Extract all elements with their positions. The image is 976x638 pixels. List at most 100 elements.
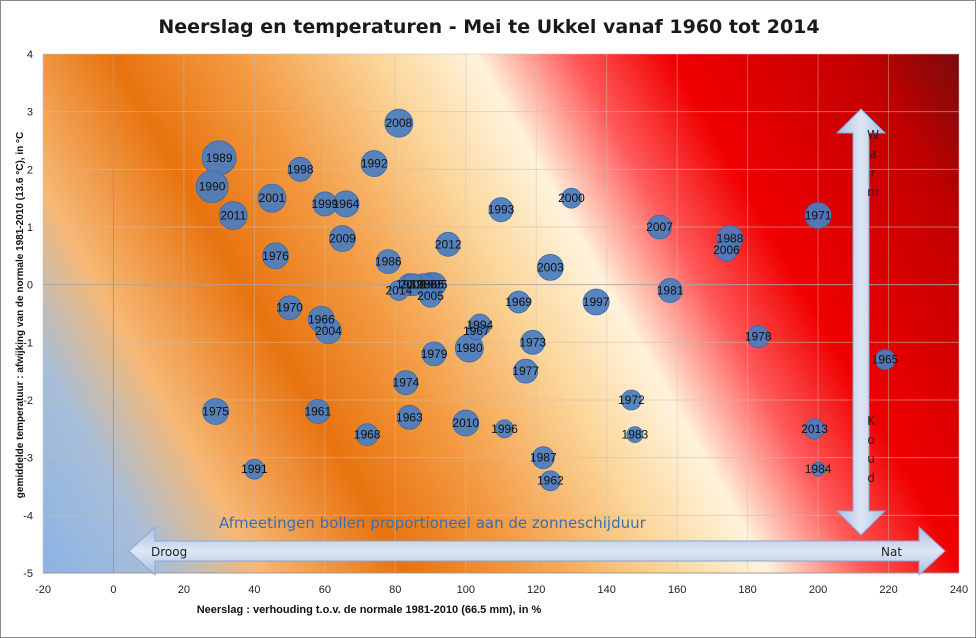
vertical-double-arrow — [835, 108, 887, 536]
bubble-2012 — [435, 231, 461, 257]
bubble-2006 — [715, 238, 738, 262]
bubble-label-1975: 1975 — [202, 405, 229, 419]
y-tick-label: 0 — [27, 280, 33, 292]
bubble-label-1966: 1966 — [308, 312, 335, 326]
x-tick-label: 60 — [319, 584, 331, 596]
x-tick-label: 120 — [527, 584, 545, 596]
bubble-label-2004: 2004 — [315, 324, 342, 338]
bubble-1978 — [746, 325, 770, 348]
x-tick-label: 40 — [248, 584, 260, 596]
x-tick-label: 0 — [110, 584, 116, 596]
bubble-2013 — [804, 418, 825, 440]
bubble-label-2000: 2000 — [558, 191, 585, 205]
bubble-label-1989: 1989 — [206, 151, 233, 165]
bubble-label-2002: 2002 — [400, 278, 427, 292]
bubble-label-1995: 1995 — [421, 278, 448, 292]
horizontal-double-arrow — [128, 525, 946, 577]
bubble-label-1993: 1993 — [488, 203, 515, 217]
bubble-2008 — [384, 108, 414, 138]
bubble-label-1967: 1967 — [463, 324, 490, 338]
y-tick-label: -3 — [23, 453, 33, 465]
bubble-1971 — [804, 202, 832, 229]
bubble-label-2009: 2009 — [329, 232, 356, 246]
bubble-1967 — [466, 321, 486, 341]
bubble-label-1985: 1985 — [417, 278, 444, 292]
bubble-1962 — [539, 470, 561, 492]
bubble-label-1996: 1996 — [491, 422, 518, 436]
y-tick-label: -4 — [23, 510, 33, 522]
y-tick-label: 4 — [27, 49, 33, 61]
x-tick-label: 240 — [950, 584, 968, 596]
bubble-label-1994: 1994 — [467, 318, 494, 332]
bubble-label-1961: 1961 — [304, 405, 331, 419]
bubble-size-note: Afmeetingen bollen proportioneel aan de … — [219, 514, 647, 532]
bubble-label-1976: 1976 — [262, 249, 289, 263]
x-tick-label: 140 — [598, 584, 616, 596]
bubble-2004 — [314, 317, 342, 345]
bubble-1973 — [520, 329, 546, 355]
bubble-2000 — [561, 187, 582, 209]
y-tick-label: -2 — [23, 395, 33, 407]
bubble-1996 — [495, 419, 514, 439]
bubble-label-1988: 1988 — [717, 232, 744, 246]
bubble-1997 — [582, 288, 610, 316]
bubble-label-1999: 1999 — [311, 197, 338, 211]
bubble-2001 — [257, 183, 287, 213]
bubble-label-1960: 1960 — [410, 278, 437, 292]
bubble-label-1962: 1962 — [537, 474, 564, 488]
x-tick-label: 200 — [809, 584, 827, 596]
bubble-1999 — [312, 191, 338, 217]
bubble-1976 — [262, 242, 289, 270]
bubble-1993 — [488, 197, 514, 223]
bubble-2005 — [419, 284, 442, 308]
bubble-label-2003: 2003 — [537, 260, 564, 274]
bubble-label-1978: 1978 — [745, 330, 772, 344]
axes — [43, 54, 959, 574]
y-tick-label: 3 — [27, 107, 33, 119]
bubble-label-1998: 1998 — [287, 162, 314, 176]
bubble-label-1982: 1982 — [396, 278, 423, 292]
bubble-1970 — [277, 295, 303, 321]
x-tick-label: 220 — [879, 584, 897, 596]
plot-area-background — [43, 54, 959, 573]
chart-title: Neerslag en temperaturen - Mei te Ukkel … — [158, 16, 819, 38]
dry-label: Droog — [151, 545, 187, 559]
bubble-label-2007: 2007 — [646, 220, 673, 234]
bubble-label-1983: 1983 — [622, 428, 649, 442]
bubble-label-1977: 1977 — [512, 364, 539, 378]
bubble-label-2010: 2010 — [452, 416, 479, 430]
bubble-1998 — [287, 156, 313, 182]
bubble-label-1974: 1974 — [393, 376, 420, 390]
x-tick-label: 80 — [389, 584, 401, 596]
bubble-1969 — [507, 290, 531, 314]
bubble-1990 — [195, 170, 229, 204]
y-tick-label: 1 — [27, 222, 33, 234]
bubble-label-1992: 1992 — [361, 157, 388, 171]
y-tick-label: -5 — [23, 568, 33, 580]
x-tick-label: 20 — [178, 584, 190, 596]
bubble-2014 — [388, 280, 410, 301]
bubble-1984 — [810, 461, 826, 477]
bubble-1963 — [396, 404, 422, 430]
bubble-label-1981: 1981 — [657, 283, 684, 297]
bubble-1986 — [375, 249, 401, 275]
bubble-1992 — [360, 150, 388, 177]
y-tick-label: 2 — [27, 164, 33, 176]
bubble-label-2005: 2005 — [417, 289, 444, 303]
bubbles: 1960 1961 1962 1963 1964 1965 1966 1967 1968 1969… — [195, 108, 899, 492]
bubble-label-1979: 1979 — [421, 347, 448, 361]
x-tick-labels: -20 0 20 40 60 80 100 120 140 160 180 200 220 240 — [35, 584, 968, 596]
bubble-label-1980: 1980 — [456, 341, 483, 355]
bubble-2009 — [329, 225, 356, 252]
x-tick-label: -20 — [35, 584, 51, 596]
bubble-2010 — [452, 409, 480, 437]
bubble-1983 — [626, 426, 644, 444]
y-tick-label: -1 — [23, 337, 33, 349]
bubble-label-1984: 1984 — [805, 462, 832, 476]
bubble-label-1973: 1973 — [519, 335, 546, 349]
bubble-2007 — [647, 214, 672, 240]
bubble-label-1963: 1963 — [396, 410, 423, 424]
y-axis-label: gemiddelde temperatuur : afwijking van d… — [15, 132, 26, 498]
